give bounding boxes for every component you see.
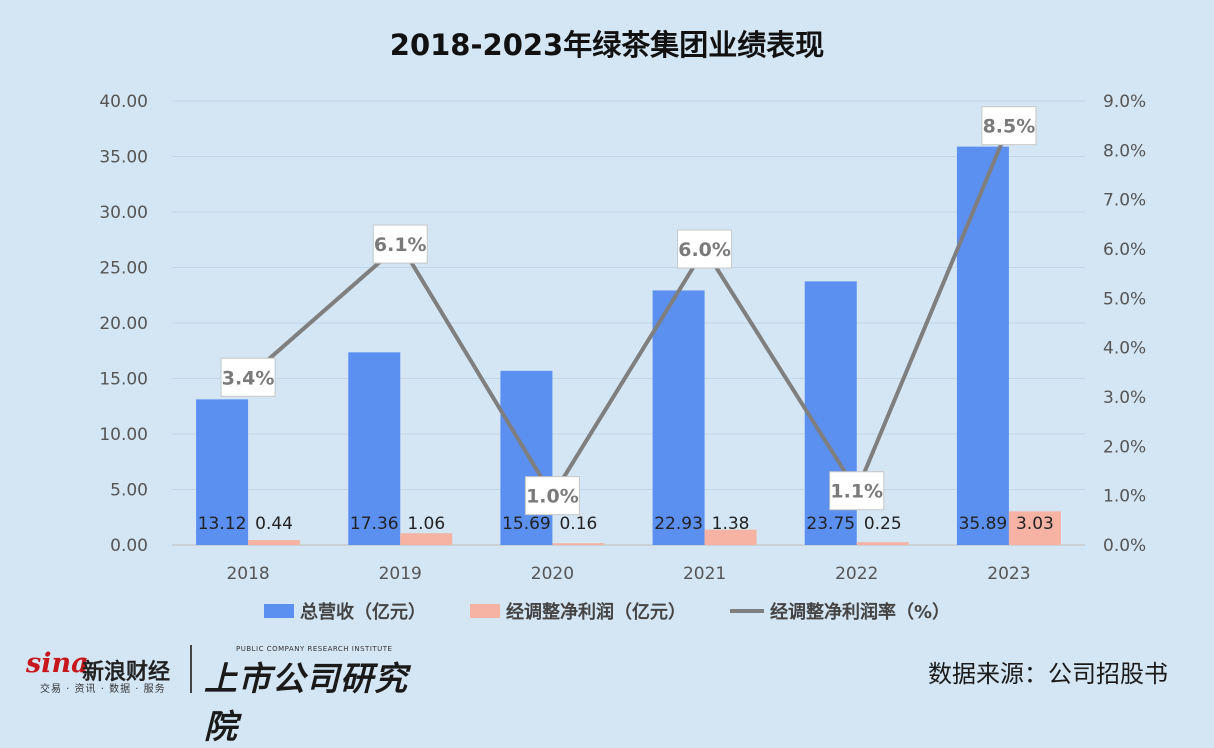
- margin-label-box: [981, 106, 1037, 146]
- sina-name: 新浪财经: [82, 660, 171, 685]
- y-right-tick-label: 2.0%: [1103, 437, 1146, 457]
- margin-data-label: 1.0%: [526, 486, 579, 508]
- chart-stage: 2018-2023年绿茶集团业绩表现 0.00 5.00 10.00 15.00 20.…: [0, 28, 1214, 746]
- x-tick-label: 2020: [531, 564, 574, 584]
- y-left-tick-label: 30.00: [99, 203, 148, 223]
- y-right-tick-label: 4.0%: [1103, 339, 1146, 359]
- revenue-data-label: 23.75: [806, 514, 855, 534]
- y-left-tick-label: 10.00: [99, 425, 148, 445]
- legend-item-revenue: 总营收（亿元）: [263, 598, 426, 624]
- revenue-bar: [500, 370, 553, 545]
- revenue-bar: [652, 290, 705, 545]
- y-right-tick-label: 8.0%: [1103, 141, 1146, 161]
- legend-item-profit: 经调整净利润（亿元）: [469, 598, 686, 624]
- margin-data-label: 6.1%: [374, 234, 427, 256]
- y-right-tick-label: 5.0%: [1103, 289, 1146, 309]
- revenue-data-label: 17.36: [350, 514, 399, 534]
- logo-divider: [190, 645, 192, 693]
- profit-bar: [1008, 511, 1061, 545]
- profit-data-label: 0.25: [864, 514, 902, 534]
- revenue-data-label: 15.69: [502, 514, 551, 534]
- profit-data-label: 1.06: [407, 514, 445, 534]
- x-tick-label: 2021: [683, 564, 726, 584]
- margin-data-label: 6.0%: [678, 239, 731, 261]
- profit-bar: [248, 540, 301, 545]
- revenue-data-label: 13.12: [198, 514, 247, 534]
- y-left-tick-label: 15.00: [99, 370, 148, 390]
- chart-title: 2018-2023年绿茶集团业绩表现: [389, 28, 825, 62]
- y-right-tick-label: 6.0%: [1103, 240, 1146, 260]
- margin-line: [246, 124, 1011, 498]
- brand-name: 上市公司研究院: [204, 659, 408, 746]
- legend-label-margin: 经调整净利润率（%）: [769, 602, 951, 623]
- margin-data-label: 8.5%: [983, 116, 1036, 138]
- brand-english-name: PUBLIC COMPANY RESEARCH INSTITUTE: [236, 645, 393, 653]
- y-right-tick-label: 1.0%: [1103, 487, 1146, 507]
- y-left-tick-label: 40.00: [99, 92, 148, 112]
- x-tick-label: 2023: [987, 564, 1030, 584]
- margin-data-label: 3.4%: [222, 367, 275, 389]
- profit-bar: [400, 533, 453, 545]
- sina-tagline: 交易 · 资讯 · 数据 · 服务: [40, 684, 166, 695]
- legend-swatch-margin: [729, 609, 764, 613]
- legend-label-profit: 经调整净利润（亿元）: [505, 602, 686, 623]
- profit-data-label: 0.44: [255, 514, 293, 534]
- revenue-bar: [348, 352, 401, 545]
- y-right-tick-label: 0.0%: [1103, 536, 1146, 556]
- revenue-data-label: 35.89: [959, 514, 1008, 534]
- data-source: 数据来源：公司招股书: [928, 660, 1168, 688]
- chart-legend: 总营收（亿元） 经调整净利润（亿元） 经调整净利润率（%）: [0, 598, 1214, 624]
- profit-bar: [856, 542, 909, 545]
- x-tick-label: 2022: [835, 564, 878, 584]
- y-right-tick-label: 3.0%: [1103, 388, 1146, 408]
- profit-data-label: 0.16: [559, 514, 597, 534]
- sina-finance-logo: sina 新浪财经 交易 · 资讯 · 数据 · 服务: [26, 648, 186, 695]
- x-tick-label: 2018: [226, 564, 269, 584]
- profit-data-label: 1.38: [712, 514, 750, 534]
- profit-data-label: 3.03: [1016, 514, 1054, 534]
- sina-mark: sina: [26, 648, 89, 679]
- y-left-tick-label: 20.00: [99, 314, 148, 334]
- revenue-bar: [196, 399, 249, 545]
- y-right-tick-label: 9.0%: [1103, 92, 1146, 112]
- revenue-bar: [956, 146, 1009, 545]
- y-left-tick-label: 25.00: [99, 259, 148, 279]
- y-left-tick-label: 5.00: [110, 481, 148, 501]
- research-institute-logo: PUBLIC COMPANY RESEARCH INSTITUTE 上市公司研究…: [200, 640, 440, 746]
- margin-label-box: [220, 357, 276, 397]
- profit-bar: [704, 529, 757, 545]
- margin-label-box: [677, 229, 733, 269]
- legend-item-margin: 经调整净利润率（%）: [729, 598, 951, 624]
- margin-label-box: [524, 476, 580, 516]
- revenue-data-label: 22.93: [654, 514, 703, 534]
- y-left-tick-label: 0.00: [110, 536, 148, 556]
- y-right-tick-label: 7.0%: [1103, 191, 1146, 211]
- y-left-tick-label: 35.00: [99, 148, 148, 168]
- margin-label-box: [829, 471, 885, 511]
- legend-swatch-revenue: [263, 604, 294, 618]
- chart-svg: 0.00 5.00 10.00 15.00 20.00 25.00 30.00 35.00 40…: [99, 92, 1146, 584]
- x-tick-label: 2019: [379, 564, 422, 584]
- profit-bar: [552, 543, 605, 545]
- legend-swatch-profit: [469, 604, 500, 618]
- legend-label-revenue: 总营收（亿元）: [299, 602, 426, 623]
- margin-data-label: 1.1%: [830, 481, 883, 503]
- margin-label-box: [372, 224, 428, 264]
